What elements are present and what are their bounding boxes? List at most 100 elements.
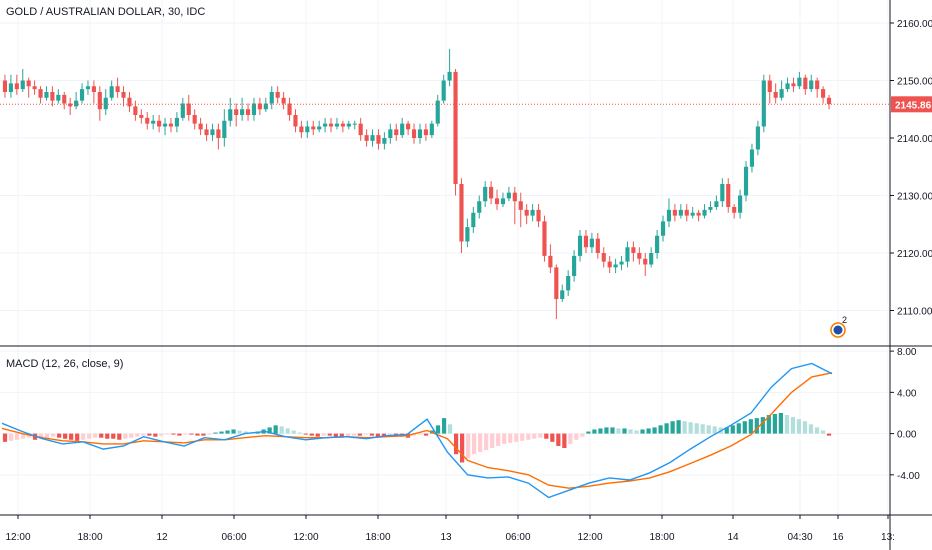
candle-body[interactable] xyxy=(577,235,583,256)
macd-histogram-bar[interactable] xyxy=(592,429,597,434)
macd-line[interactable] xyxy=(1,362,833,499)
macd-histogram-bar[interactable] xyxy=(69,433,74,440)
x-tick-label[interactable]: 06:00 xyxy=(505,532,530,543)
macd-histogram-bar[interactable] xyxy=(411,433,417,436)
candle-body[interactable] xyxy=(738,195,743,213)
macd-histogram-bar[interactable] xyxy=(712,426,717,434)
macd-histogram-bar[interactable] xyxy=(285,428,290,434)
candle-body[interactable] xyxy=(97,92,102,110)
candle-body[interactable] xyxy=(589,238,594,248)
candle-body[interactable] xyxy=(672,209,677,216)
candle-body[interactable] xyxy=(50,92,55,101)
macd-histogram-bar[interactable] xyxy=(766,415,771,434)
macd-histogram-bar[interactable] xyxy=(484,433,489,451)
candle-body[interactable] xyxy=(216,129,221,138)
candle-body[interactable] xyxy=(133,106,138,115)
x-tick-label[interactable]: 18:00 xyxy=(649,532,674,543)
macd-histogram-bar[interactable] xyxy=(207,433,212,435)
price-tick-label[interactable]: 2130.00 xyxy=(897,192,932,203)
macd-histogram-bar[interactable] xyxy=(201,433,206,436)
candle-body[interactable] xyxy=(68,103,73,107)
candle-body[interactable] xyxy=(38,89,43,98)
macd-histogram-bar[interactable] xyxy=(580,433,585,437)
candle-body[interactable] xyxy=(720,184,725,202)
candle-body[interactable] xyxy=(382,138,387,144)
macd-histogram-bar[interactable] xyxy=(796,419,802,434)
candle-body[interactable] xyxy=(263,103,268,110)
candle-body[interactable] xyxy=(512,192,517,202)
macd-histogram-bar[interactable] xyxy=(57,433,62,438)
macd-histogram-bar[interactable] xyxy=(826,433,832,436)
macd-histogram-bar[interactable] xyxy=(586,431,591,434)
candle-body[interactable] xyxy=(234,109,239,115)
candle-body[interactable] xyxy=(660,221,666,236)
macd-histogram-bar[interactable] xyxy=(237,430,242,434)
macd-tick-label[interactable]: 8.00 xyxy=(897,347,917,358)
macd-histogram-bar[interactable] xyxy=(417,433,423,435)
macd-histogram-bar[interactable] xyxy=(658,425,663,434)
candle-body[interactable] xyxy=(435,100,440,124)
macd-histogram-bar[interactable] xyxy=(423,433,429,436)
macd-histogram-bar[interactable] xyxy=(820,430,826,434)
macd-histogram-bar[interactable] xyxy=(568,433,573,444)
macd-histogram-bar[interactable] xyxy=(472,433,477,455)
macd-histogram-bar[interactable] xyxy=(538,433,543,438)
candle-body[interactable] xyxy=(809,80,814,90)
macd-histogram-bar[interactable] xyxy=(544,433,549,439)
macd-histogram-bar[interactable] xyxy=(466,433,471,459)
candle-body[interactable] xyxy=(358,123,363,136)
macd-histogram-bar[interactable] xyxy=(574,433,579,440)
candle-body[interactable] xyxy=(619,261,624,265)
candle-body[interactable] xyxy=(548,255,553,268)
macd-histogram-bar[interactable] xyxy=(99,433,104,438)
macd-tick-label[interactable]: 4.00 xyxy=(897,388,917,399)
candle-body[interactable] xyxy=(157,120,162,127)
macd-histogram-bar[interactable] xyxy=(664,423,669,434)
macd-histogram-bar[interactable] xyxy=(315,433,320,437)
candle-body[interactable] xyxy=(666,209,672,222)
candle-body[interactable] xyxy=(186,103,191,116)
candle-body[interactable] xyxy=(441,80,446,101)
candle-body[interactable] xyxy=(625,247,630,262)
macd-histogram-bar[interactable] xyxy=(808,424,814,434)
candle-body[interactable] xyxy=(791,83,796,87)
macd-histogram-bar[interactable] xyxy=(279,426,284,434)
candle-body[interactable] xyxy=(85,86,91,90)
candle-body[interactable] xyxy=(394,129,399,136)
macd-histogram-bar[interactable] xyxy=(652,427,657,434)
macd-histogram-bar[interactable] xyxy=(441,418,447,434)
macd-histogram-bar[interactable] xyxy=(598,428,603,434)
candle-body[interactable] xyxy=(56,94,61,101)
candle-body[interactable] xyxy=(281,97,286,104)
candle-body[interactable] xyxy=(803,77,808,90)
macd-histogram-bar[interactable] xyxy=(87,433,92,439)
macd-histogram-bar[interactable] xyxy=(327,433,332,436)
macd-histogram-bar[interactable] xyxy=(75,433,80,441)
macd-histogram-bar[interactable] xyxy=(20,433,26,439)
candle-body[interactable] xyxy=(121,92,126,98)
candle-body[interactable] xyxy=(411,129,417,138)
candle-body[interactable] xyxy=(572,255,577,276)
candle-body[interactable] xyxy=(151,120,156,124)
x-tick-label[interactable]: 18:00 xyxy=(77,532,102,543)
macd-histogram-bar[interactable] xyxy=(760,417,765,434)
candle-body[interactable] xyxy=(477,201,482,213)
macd-histogram-bar[interactable] xyxy=(297,432,302,434)
candle-body[interactable] xyxy=(732,207,737,213)
candle-body[interactable] xyxy=(323,123,328,127)
macd-histogram-bar[interactable] xyxy=(736,423,741,434)
macd-histogram-bar[interactable] xyxy=(706,425,711,434)
candle-body[interactable] xyxy=(376,135,381,144)
candle-body[interactable] xyxy=(293,115,298,127)
candle-body[interactable] xyxy=(708,207,713,210)
macd-histogram-bar[interactable] xyxy=(363,433,368,435)
macd-histogram-bar[interactable] xyxy=(63,433,68,439)
candle-body[interactable] xyxy=(773,92,778,98)
candle-body[interactable] xyxy=(251,103,257,116)
macd-histogram-bar[interactable] xyxy=(147,433,152,436)
macd-histogram-bar[interactable] xyxy=(670,421,675,434)
macd-histogram-bar[interactable] xyxy=(45,433,50,438)
candle-body[interactable] xyxy=(583,235,589,248)
macd-histogram-bar[interactable] xyxy=(357,433,362,436)
macd-histogram-bar[interactable] xyxy=(435,425,441,434)
